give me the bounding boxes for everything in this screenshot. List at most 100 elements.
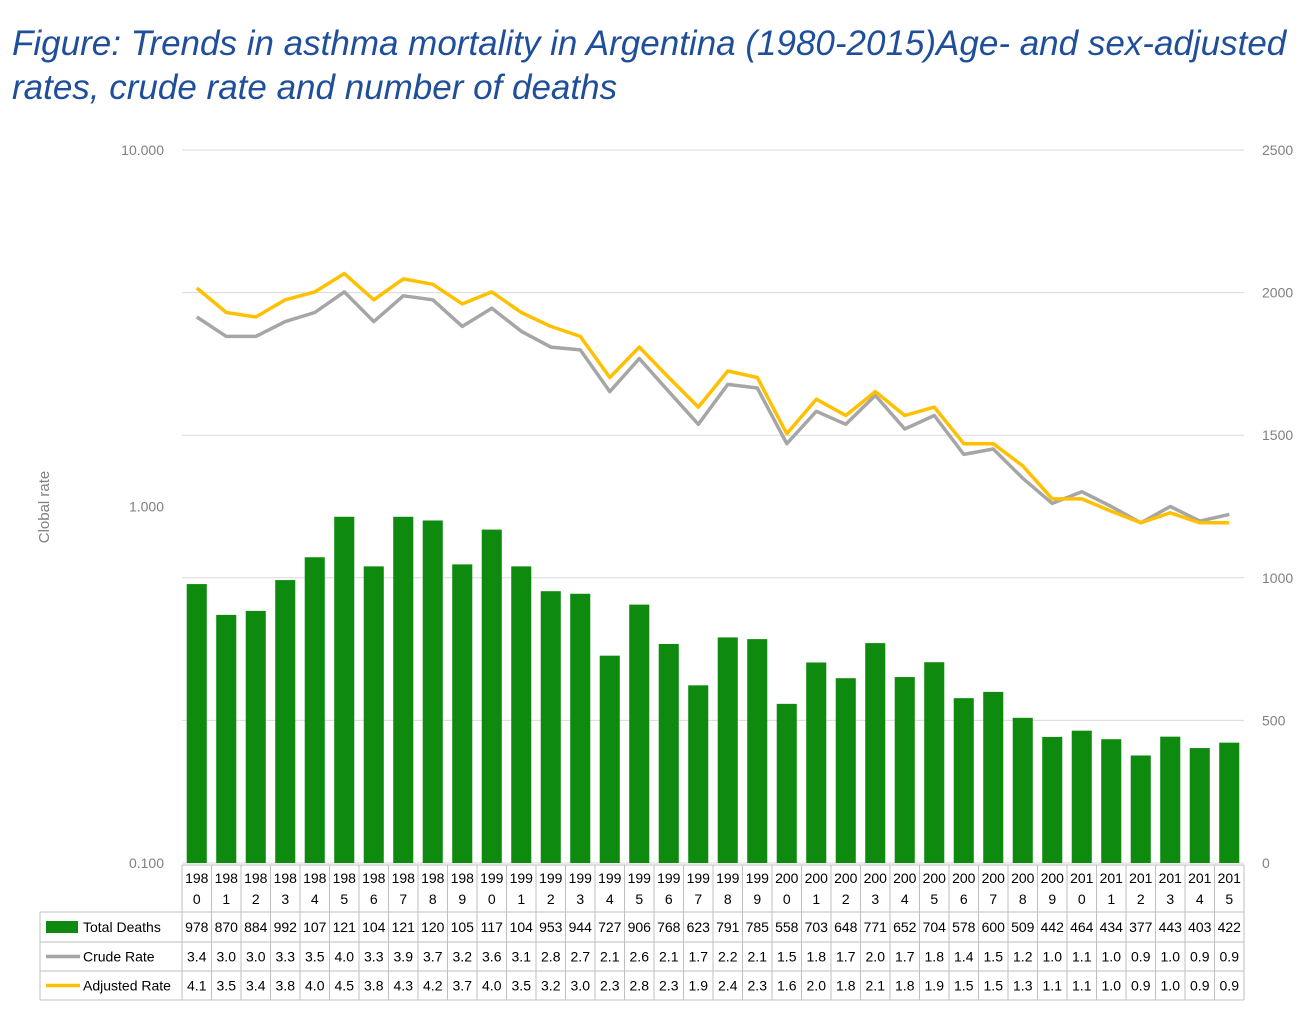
bar — [776, 703, 797, 863]
table-cell-value: 623 — [687, 919, 711, 935]
table-cell-value: 3.3 — [364, 949, 384, 965]
table-cell-value: 105 — [451, 919, 475, 935]
table-cell-value: 4.0 — [482, 978, 502, 994]
x-tick-label: 7 — [989, 891, 997, 907]
x-tick-label: 4 — [311, 891, 319, 907]
table-cell-value: 1.5 — [954, 978, 974, 994]
table-cell-value: 1.7 — [895, 949, 915, 965]
table-cell-value: 978 — [185, 919, 209, 935]
x-tick-label: 199 — [510, 870, 534, 886]
bar — [806, 662, 827, 863]
x-tick-label: 199 — [716, 870, 740, 886]
table-cell-value: 3.0 — [571, 978, 591, 994]
table-cell-value: 1.5 — [984, 949, 1004, 965]
table-cell-value: 4.0 — [305, 978, 325, 994]
x-tick-label: 2 — [1137, 891, 1145, 907]
table-cell-value: 1.1 — [1043, 978, 1063, 994]
table-cell-value: 1.3 — [1013, 978, 1033, 994]
x-tick-label: 5 — [1225, 891, 1233, 907]
table-cell-value: 403 — [1188, 919, 1212, 935]
table-cell-value: 558 — [775, 919, 799, 935]
table-cell-value: 3.0 — [246, 949, 266, 965]
data-table: 1980198119821983198419851986198719881989… — [39, 864, 1245, 1001]
crude-rate-line — [195, 290, 1230, 525]
table-cell-value: 2.4 — [718, 978, 738, 994]
x-tick-label: 8 — [429, 891, 437, 907]
table-cell-value: 1.9 — [689, 978, 709, 994]
table-cell-value: 4.5 — [335, 978, 355, 994]
x-tick-label: 5 — [930, 891, 938, 907]
bar — [186, 584, 207, 863]
bar — [481, 529, 502, 863]
bar — [363, 566, 384, 863]
bar — [924, 662, 945, 863]
x-tick-label: 6 — [960, 891, 968, 907]
adjusted-rate-line — [195, 271, 1230, 525]
grid-lines — [182, 149, 1244, 864]
x-tick-label: 200 — [893, 870, 917, 886]
x-tick-label: 7 — [399, 891, 407, 907]
table-cell-value: 0.9 — [1131, 949, 1151, 965]
table-cell-value: 791 — [716, 919, 740, 935]
x-tick-label: 6 — [665, 891, 673, 907]
x-tick-label: 199 — [746, 870, 770, 886]
table-cell-value: 600 — [982, 919, 1006, 935]
x-tick-label: 200 — [834, 870, 858, 886]
x-tick-label: 0 — [783, 891, 791, 907]
table-cell-value: 2.3 — [748, 978, 768, 994]
table-cell-value: 652 — [893, 919, 917, 935]
table-cell-value: 509 — [1011, 919, 1035, 935]
table-cell-value: 0.9 — [1190, 978, 1210, 994]
table-cell-value: 121 — [392, 919, 416, 935]
table-cell-value: 3.7 — [423, 949, 443, 965]
bar — [216, 614, 237, 863]
x-tick-label: 200 — [952, 870, 976, 886]
table-cell-value: 3.8 — [364, 978, 384, 994]
bar — [1101, 739, 1122, 863]
table-cell-value: 870 — [215, 919, 239, 935]
x-tick-label: 198 — [333, 870, 357, 886]
table-cell-value: 121 — [333, 919, 357, 935]
x-tick-label: 201 — [1159, 870, 1183, 886]
table-cell-value: 434 — [1100, 919, 1124, 935]
series-lines — [195, 271, 1230, 525]
x-tick-label: 1 — [1107, 891, 1115, 907]
table-cell-value: 1.6 — [777, 978, 797, 994]
table-cell-value: 442 — [1041, 919, 1065, 935]
table-cell-value: 3.2 — [541, 978, 561, 994]
table-cell-value: 1.8 — [895, 978, 915, 994]
x-tick-label: 198 — [451, 870, 475, 886]
table-cell-value: 3.5 — [217, 978, 237, 994]
x-tick-label: 198 — [421, 870, 445, 886]
bar — [245, 610, 266, 863]
x-tick-label: 0 — [193, 891, 201, 907]
x-tick-label: 199 — [480, 870, 504, 886]
bar — [1071, 730, 1092, 863]
table-cell-value: 1.8 — [925, 949, 945, 965]
bar — [570, 593, 591, 863]
x-tick-label: 2 — [547, 891, 555, 907]
legend-key-total-deaths — [46, 921, 78, 933]
right-axis-ticks: 2500 2000 1500 1000 500 0 — [1262, 142, 1293, 871]
table-cell-value: 3.1 — [512, 949, 532, 965]
x-tick-label: 4 — [901, 891, 909, 907]
table-cell-value: 377 — [1129, 919, 1153, 935]
table-cell-value: 2.1 — [659, 949, 679, 965]
table-cell-value: 884 — [244, 919, 268, 935]
table-cell-value: 2.8 — [630, 978, 650, 994]
bar — [422, 520, 443, 863]
x-tick-label: 198 — [185, 870, 209, 886]
x-tick-label: 198 — [274, 870, 298, 886]
x-tick-label: 200 — [1011, 870, 1035, 886]
left-tick-label: 1.000 — [129, 499, 164, 515]
legend-entry: Crude Rate — [83, 949, 155, 965]
table-cell-value: 992 — [274, 919, 298, 935]
x-tick-label: 201 — [1100, 870, 1124, 886]
bar — [1130, 755, 1151, 863]
table-cell-value: 1.2 — [1013, 949, 1033, 965]
table-cell-value: 0.9 — [1190, 949, 1210, 965]
bar — [599, 655, 620, 863]
right-tick-label: 2500 — [1262, 142, 1293, 158]
table-cell-value: 2.0 — [807, 978, 827, 994]
left-tick-label: 0.100 — [129, 855, 164, 871]
